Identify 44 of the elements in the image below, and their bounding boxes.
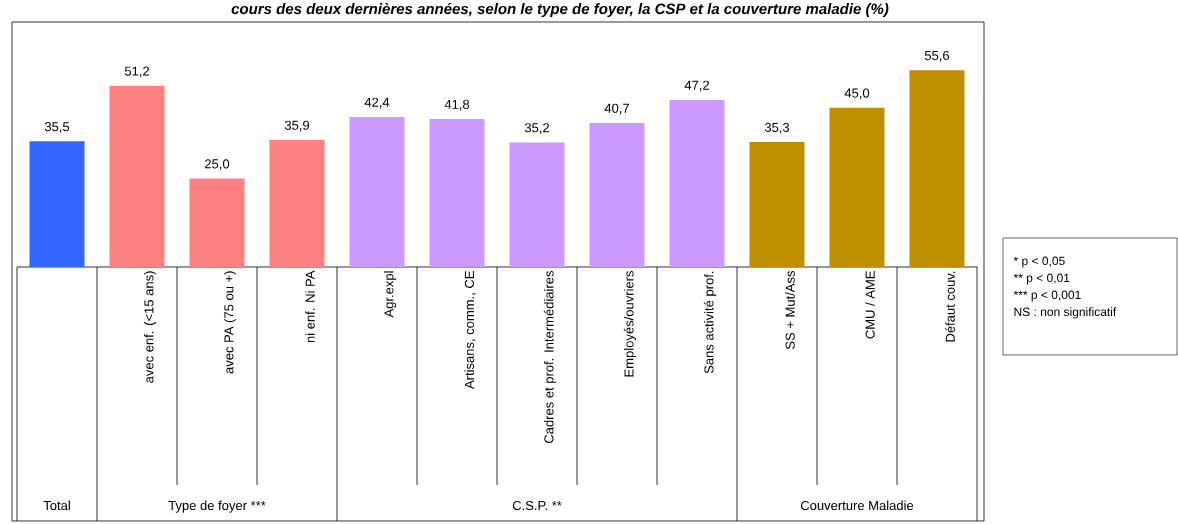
- bar: [669, 99, 725, 267]
- bar: [349, 116, 405, 267]
- text: Couverture Maladie: [800, 500, 914, 511]
- bar: [749, 142, 805, 267]
- x-tick-label: Employés/ouvriers: [623, 271, 637, 377]
- bar: [189, 178, 245, 267]
- data-label: 55,6: [924, 50, 950, 62]
- data-label: 35,5: [44, 122, 70, 133]
- text: C.S.P. **: [512, 500, 562, 511]
- x-tick-label: avec PA (75 ou +): [223, 271, 237, 374]
- x-tick-label: Sans activité prof.: [703, 271, 717, 374]
- data-label: 35,3: [764, 122, 790, 134]
- text: Type de foyer ***: [168, 500, 266, 513]
- x-tick-label: ni enf. Ni PA: [305, 270, 315, 343]
- bar: [589, 122, 645, 267]
- data-label: 25,0: [205, 159, 230, 170]
- data-label: 40,7: [604, 103, 629, 115]
- bar: [909, 70, 965, 267]
- data-label: 51,2: [124, 66, 149, 78]
- bar: [269, 139, 325, 267]
- bar: [29, 141, 85, 267]
- x-tick-label: Cadres et prof. Intermédiaires: [543, 271, 557, 444]
- x-tick-label: Défaut couv.: [945, 271, 955, 342]
- data-label: 42,4: [364, 97, 390, 109]
- text: *** p < 0,001: [1013, 290, 1081, 302]
- data-label: 45,0: [844, 88, 870, 100]
- data-label: 35,2: [524, 123, 549, 134]
- x-tick-label: SS + Mut/Ass: [785, 270, 795, 350]
- text: NS : non significatif: [1014, 307, 1117, 319]
- x-tick-label: Agr.expl: [383, 271, 397, 318]
- data-label: 35,9: [284, 120, 310, 132]
- data-label: 47,2: [684, 80, 709, 92]
- text: * p < 0,05: [1013, 256, 1065, 268]
- x-tick-label: Artisans, comm., CE: [464, 271, 476, 389]
- bar: [829, 107, 885, 267]
- text: Total: [43, 500, 70, 511]
- bar: [109, 85, 165, 267]
- x-tick-label: CMU / AME: [865, 271, 875, 339]
- bar: [509, 142, 565, 267]
- bar: [429, 119, 485, 267]
- data-label: 41,8: [444, 99, 470, 111]
- x-tick-label: avec enf. (<15 ans): [143, 271, 157, 383]
- text: ** p < 0,01: [1013, 273, 1070, 285]
- chart-title: cours des deux dernières années, selon le type de foyer, la CSP et la couverture maladie (%): [231, 3, 889, 18]
